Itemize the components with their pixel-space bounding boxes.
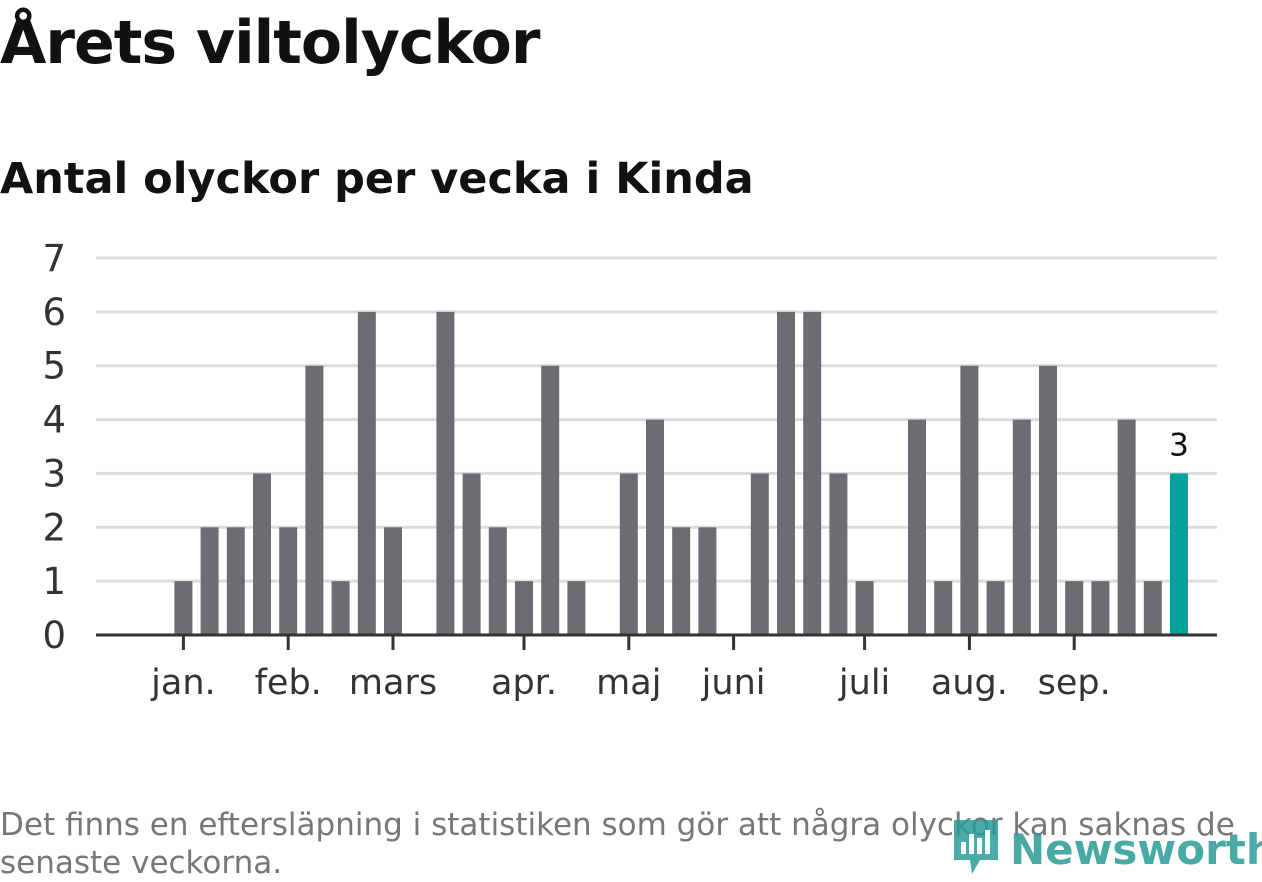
bar bbox=[462, 473, 481, 635]
y-tick-label: 4 bbox=[42, 399, 66, 442]
bar bbox=[1039, 365, 1057, 635]
bar bbox=[619, 473, 638, 635]
x-tick-label: juni bbox=[701, 663, 766, 703]
bar bbox=[226, 527, 245, 635]
bar bbox=[934, 581, 953, 635]
bar bbox=[777, 311, 795, 635]
y-tick-label: 1 bbox=[42, 560, 66, 603]
bar bbox=[1012, 419, 1031, 635]
bar bbox=[331, 581, 350, 635]
bar bbox=[436, 311, 455, 635]
bar bbox=[305, 365, 324, 635]
y-tick-label: 2 bbox=[42, 506, 66, 549]
brand-logo: Newsworthy bbox=[950, 816, 1262, 882]
highlight-data-label: 3 bbox=[1169, 427, 1189, 463]
bar bbox=[803, 311, 822, 635]
newsworthy-logo-icon bbox=[950, 816, 1002, 882]
bar bbox=[357, 311, 376, 635]
y-tick-label: 7 bbox=[42, 237, 66, 280]
bar bbox=[174, 581, 193, 635]
bar bbox=[279, 527, 298, 635]
y-tick-label: 5 bbox=[42, 345, 66, 388]
bar bbox=[200, 527, 219, 635]
x-axis-month-labels: jan. feb. mars apr. maj juni juli aug. sep. bbox=[150, 635, 1111, 703]
y-tick-label: 6 bbox=[42, 291, 66, 334]
footnote: Det finns en eftersläpning i statistiken… bbox=[0, 807, 1235, 881]
x-tick-label: apr. bbox=[491, 663, 557, 703]
highlighted-bar bbox=[1170, 473, 1188, 635]
y-tick-label: 3 bbox=[42, 452, 66, 495]
bar bbox=[541, 365, 560, 635]
bar bbox=[567, 581, 586, 635]
bar bbox=[1065, 581, 1084, 635]
bar bbox=[253, 473, 271, 635]
bar bbox=[698, 527, 717, 635]
bar bbox=[750, 473, 769, 635]
bar bbox=[960, 365, 979, 635]
bar bbox=[986, 581, 1005, 635]
y-axis-tick-labels: 0 1 2 3 4 5 6 7 bbox=[42, 237, 66, 657]
x-tick-label: aug. bbox=[931, 663, 1008, 703]
bar bbox=[1091, 581, 1110, 635]
x-tick-label: sep. bbox=[1038, 663, 1111, 703]
bars: 3 bbox=[174, 311, 1189, 635]
y-tick-label: 0 bbox=[42, 614, 66, 657]
x-tick-label: jan. bbox=[150, 663, 215, 703]
x-tick-label: feb. bbox=[255, 663, 322, 703]
bar bbox=[488, 527, 507, 635]
bar bbox=[908, 419, 926, 635]
bar bbox=[672, 527, 691, 635]
x-tick-label: maj bbox=[596, 663, 661, 703]
bar bbox=[1117, 419, 1136, 635]
bar bbox=[1143, 581, 1162, 635]
bar bbox=[855, 581, 874, 635]
x-tick-label: juli bbox=[838, 663, 890, 703]
chart-subtitle: Antal olyckor per vecka i Kinda bbox=[0, 154, 754, 204]
bar bbox=[384, 527, 402, 635]
brand-name: Newsworthy bbox=[1010, 824, 1262, 874]
bar bbox=[515, 581, 533, 635]
x-tick-label: mars bbox=[349, 663, 437, 703]
bar bbox=[646, 419, 664, 635]
chart-title: Årets viltolyckor bbox=[0, 8, 540, 78]
bar bbox=[829, 473, 848, 635]
